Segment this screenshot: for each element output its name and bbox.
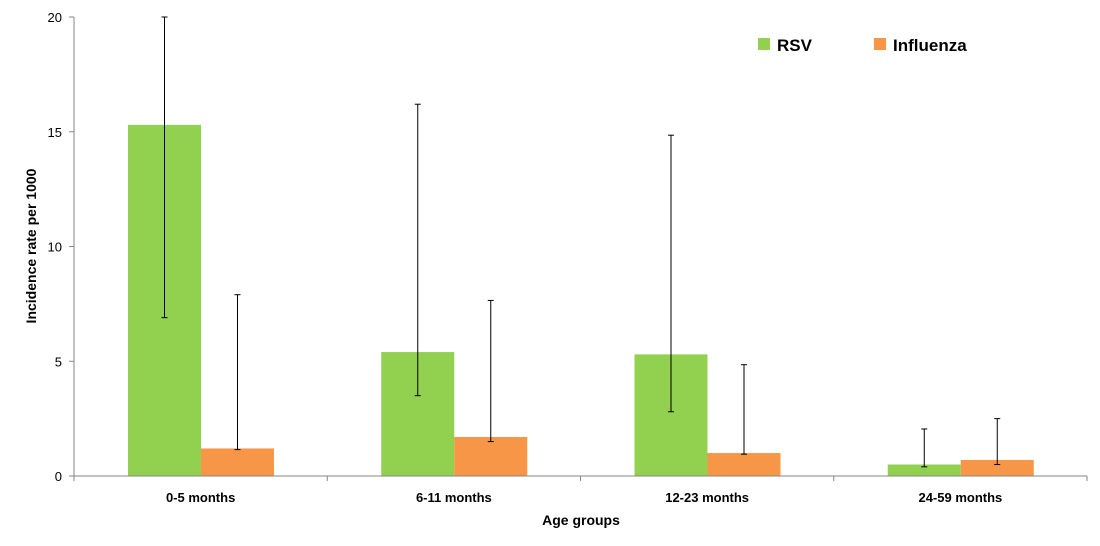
y-tick-label: 10 — [48, 240, 62, 255]
legend: RSV Influenza — [758, 36, 967, 55]
legend-label-influenza: Influenza — [893, 36, 967, 55]
y-tick-label: 5 — [55, 354, 62, 369]
legend-swatch-rsv — [758, 38, 770, 50]
bar-influenza-3 — [960, 459, 1034, 476]
legend-swatch-influenza — [874, 38, 886, 50]
y-tick-label: 15 — [48, 125, 62, 140]
y-tick-label: 0 — [55, 469, 62, 484]
axes-layer: 0-5 months 6-11 months 12-23 months 24-59 m… — [48, 10, 1088, 505]
legend-label-rsv: RSV — [777, 36, 813, 55]
y-tick-label: 20 — [48, 10, 62, 25]
x-axis-title: Age groups — [542, 512, 620, 528]
x-tick-label: 6-11 months — [416, 490, 492, 505]
y-axis-title: Incidence rate per 1000 — [23, 168, 39, 323]
x-tick-label: 12-23 months — [665, 490, 749, 505]
bar-influenza-0 — [201, 448, 274, 476]
x-tick-label: 0-5 months — [166, 490, 235, 505]
bars-layer — [128, 124, 1034, 477]
error-bars-layer — [161, 16, 1001, 468]
bar-influenza-1 — [454, 436, 528, 476]
x-tick-label: 24-59 months — [918, 490, 1002, 505]
bar-rsv-3 — [887, 464, 961, 476]
bar-influenza-2 — [707, 453, 781, 476]
